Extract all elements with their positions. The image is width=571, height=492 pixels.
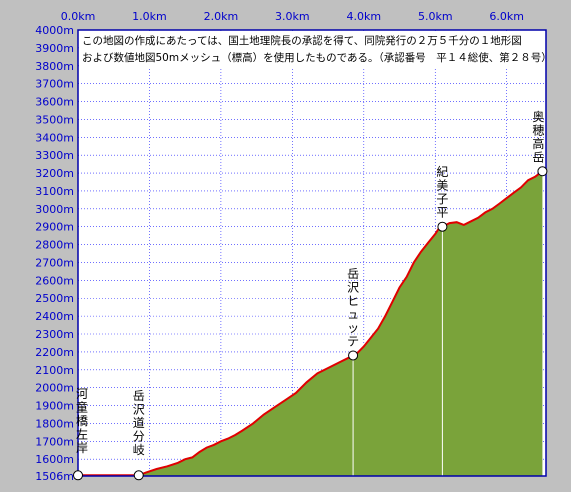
y-tick-label: 2000m: [35, 382, 74, 395]
x-axis-ticks: 0.0km 1.0km 2.0km 3.0km 4.0km 5.0km 6.0km: [61, 10, 524, 23]
y-tick-label: 3200m: [35, 167, 74, 180]
x-tick-label: 4.0km: [347, 10, 382, 23]
waypoint-marker: [537, 166, 548, 177]
y-tick-label: 1800m: [35, 417, 74, 430]
y-axis-ticks: 4000m 3900m 3800m 3700m 3600m 3500m 3400m 3300m…: [35, 24, 74, 483]
y-tick-label: 1700m: [35, 435, 74, 448]
notice-line-1: この地図の作成にあたっては、国土地理院長の承認を得て、同院発行の２万５千分の１地…: [82, 34, 522, 47]
y-tick-label: 3000m: [35, 203, 74, 216]
x-tick-label: 2.0km: [204, 10, 239, 23]
y-tick-label: 2200m: [35, 346, 74, 359]
waypoint-label: 岳沢ヒュッテ: [347, 267, 359, 349]
waypoint-marker: [437, 221, 448, 232]
x-tick-label: 0.0km: [61, 10, 96, 23]
y-tick-label: 3400m: [35, 131, 74, 144]
y-tick-label: 1600m: [35, 453, 74, 466]
waypoint-label: 河童橋左岸: [76, 387, 88, 455]
y-tick-label: 3900m: [35, 42, 74, 55]
y-tick-label: 4000m: [35, 24, 74, 37]
y-tick-label: 2500m: [35, 292, 74, 305]
notice-background: [80, 32, 544, 68]
waypoint-labels: 河童橋左岸 岳沢道分岐 岳沢ヒュッテ 紀美子平 奥穂高岳: [73, 110, 548, 481]
y-tick-label: 2300m: [35, 328, 74, 341]
x-tick-label: 1.0km: [132, 10, 167, 23]
copyright-notice: この地図の作成にあたっては、国土地理院長の承認を得て、同院発行の２万５千分の１地…: [80, 32, 552, 68]
plot-frame: [77, 29, 547, 477]
y-tick-label: 3800m: [35, 60, 74, 73]
y-tick-label: 1506m: [35, 470, 74, 483]
x-tick-label: 3.0km: [275, 10, 310, 23]
y-tick-label: 3700m: [35, 78, 74, 91]
y-tick-label: 2100m: [35, 364, 74, 377]
y-tick-label: 1900m: [35, 400, 74, 413]
notice-line-2: および数値地図50mメッシュ（標高）を使用したものである。（承認番号 平１４総使…: [82, 51, 552, 64]
waypoint-label: 紀美子平: [436, 165, 448, 220]
waypoint-marker: [133, 470, 144, 481]
waypoint-label: 奥穂高岳: [532, 110, 544, 164]
x-tick-label: 5.0km: [418, 10, 453, 23]
waypoint-marker: [348, 350, 359, 361]
elevation-area-fill: [78, 171, 543, 477]
y-tick-label: 2900m: [35, 221, 74, 234]
y-tick-label: 2800m: [35, 239, 74, 252]
y-tick-label: 3300m: [35, 149, 74, 162]
y-tick-label: 2400m: [35, 310, 74, 323]
waypoint-marker: [73, 470, 83, 481]
y-tick-label: 3600m: [35, 96, 74, 109]
elevation-line: [78, 170, 543, 477]
waypoint-label: 岳沢道分岐: [133, 389, 145, 457]
x-tick-label: 6.0km: [489, 10, 524, 23]
y-tick-label: 2600m: [35, 274, 74, 287]
y-tick-label: 3500m: [35, 113, 74, 126]
y-tick-label: 3100m: [35, 185, 74, 198]
y-tick-label: 2700m: [35, 256, 74, 269]
